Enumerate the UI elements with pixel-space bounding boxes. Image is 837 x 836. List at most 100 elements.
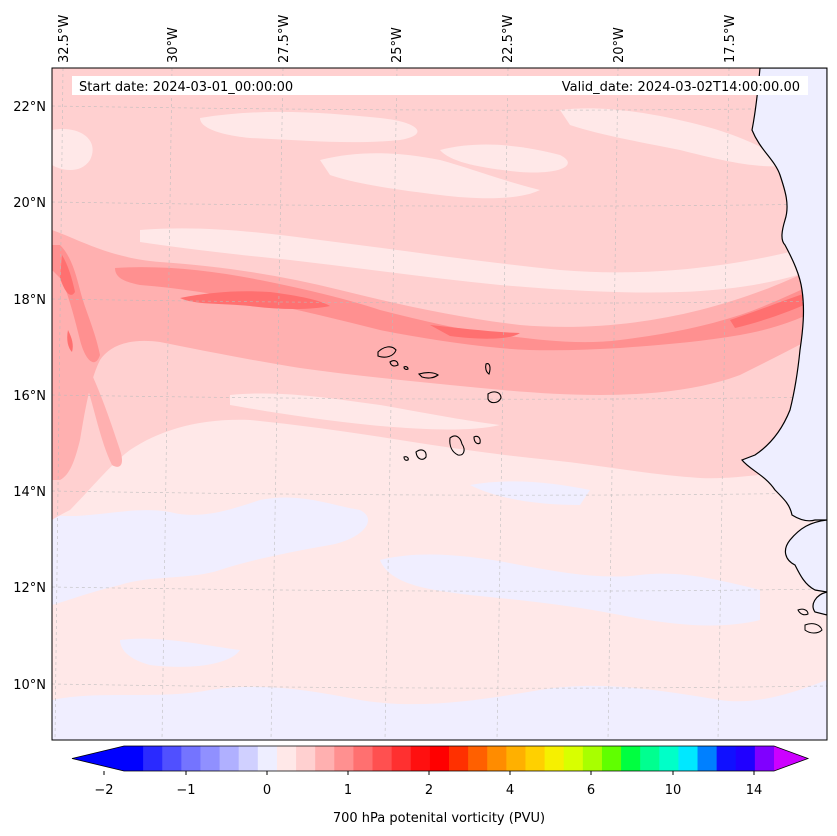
lat-label: 20°N: [13, 196, 46, 211]
island-small: [797, 608, 809, 616]
africa-land: [812, 591, 827, 616]
pv-low-patch: [380, 554, 760, 626]
date-info-box: [72, 76, 808, 95]
lon-label: 32.5°W: [57, 15, 72, 63]
colorbar-segment: [315, 746, 335, 771]
colorbar-tick-label: −2: [94, 783, 113, 798]
colorbar-segment: [735, 746, 756, 771]
colorbar-segment: [525, 746, 546, 771]
colorbar-segment: [582, 746, 603, 771]
colorbar-segment: [162, 746, 182, 771]
colorbar-segment: [544, 746, 565, 771]
start-date-label: Start date: 2024-03-01_00:00:00: [79, 80, 293, 95]
island-fogo: [415, 449, 427, 460]
colorbar-extend-low: [72, 746, 124, 771]
island-maio: [473, 435, 481, 445]
colorbar-segment: [429, 746, 450, 771]
colorbar-tick-label: 0: [263, 783, 271, 798]
island-sao-vicente: [389, 360, 399, 367]
colorbar-segment: [372, 746, 393, 771]
valid-date-label: Valid_date: 2024-03-02T14:00:00.00: [562, 80, 800, 95]
colorbar-segment: [697, 746, 718, 771]
lon-label: 22.5°W: [501, 15, 516, 63]
pv-filament: [85, 360, 123, 467]
lon-label: 17.5°W: [723, 15, 738, 63]
colorbar-segment: [659, 746, 679, 771]
colorbar-segment: [410, 746, 431, 771]
colorbar-segment: [257, 746, 278, 771]
colorbar-segment: [143, 746, 163, 771]
island-boa-vista: [487, 391, 502, 404]
graticule: [52, 68, 827, 740]
colorbar: [71, 745, 810, 775]
colorbar-segment: [219, 746, 240, 771]
lat-label: 10°N: [13, 678, 46, 693]
africa-land: [741, 68, 827, 522]
lat-label: 22°N: [13, 100, 46, 115]
africa-land: [784, 519, 827, 593]
pv-streak: [320, 153, 540, 199]
map-frame: [51, 67, 828, 741]
colorbar-tick-label: 6: [587, 783, 595, 798]
pv-core: [180, 291, 330, 309]
colorbar-segment: [487, 746, 507, 771]
pv-streak: [140, 228, 827, 293]
pv-low-patch: [120, 638, 240, 667]
lon-label: 25°W: [390, 27, 405, 63]
lat-label: 14°N: [13, 485, 46, 500]
colorbar-extend-high: [774, 746, 808, 771]
island-santa-luzia: [403, 366, 409, 370]
lat-label: 16°N: [13, 389, 46, 404]
colorbar-tick-label: 2: [425, 783, 433, 798]
colorbar-segment: [296, 746, 316, 771]
colorbar-outline: [71, 745, 810, 772]
lon-label: 30°W: [166, 27, 181, 63]
colorbar-segment: [640, 746, 660, 771]
colorbar-segment: [181, 746, 201, 771]
colorbar-segment: [391, 746, 412, 771]
colorbar-tick-label: 4: [506, 783, 514, 798]
colorbar-segment: [200, 746, 221, 771]
lon-label: 27.5°W: [277, 15, 292, 63]
island-sal: [485, 363, 491, 375]
colorbar-segment: [506, 746, 526, 771]
pv-core: [730, 290, 815, 328]
latitude-labels: 22°N 20°N 18°N 16°N 14°N 12°N 10°N: [13, 100, 46, 693]
island-small: [804, 623, 823, 634]
pv-streak: [200, 111, 418, 143]
colorbar-tick-label: 10: [665, 783, 682, 798]
pv-core: [60, 255, 75, 295]
pv-low-patch: [470, 481, 590, 505]
colorbar-segment: [276, 746, 297, 771]
colorbar-title: 700 hPa potenital vorticity (PVU): [333, 811, 545, 826]
lat-label: 12°N: [13, 581, 46, 596]
lat-label: 18°N: [13, 293, 46, 308]
colorbar-segment: [754, 746, 775, 771]
map-panel: [52, 68, 827, 740]
colorbar-segment: [468, 746, 488, 771]
colorbar-segment: [716, 746, 737, 771]
colorbar-segment: [334, 746, 354, 771]
pv-filament: [52, 430, 75, 480]
colorbar-segment: [601, 746, 622, 771]
island-santiago: [449, 435, 465, 456]
lon-label: 20°W: [612, 27, 627, 63]
colorbar-tick-label: 14: [746, 783, 763, 798]
cape-verde-islands: [377, 346, 502, 461]
longitude-labels: 32.5°W 30°W 27.5°W 25°W 22.5°W 20°W 17.5…: [57, 15, 738, 63]
colorbar-segment: [353, 746, 374, 771]
island-santo-antao: [377, 346, 397, 358]
pv-streak: [440, 144, 568, 173]
colorbar-segment: [124, 746, 144, 771]
colorbar-segment: [678, 746, 699, 771]
colorbar-segment: [621, 746, 641, 771]
colorbar-segment: [238, 746, 259, 771]
pv-band-strong: [115, 267, 827, 351]
colorbar-segment: [563, 746, 584, 771]
pv-core: [430, 325, 520, 339]
colorbar-tick-label: −1: [176, 783, 195, 798]
island-sao-nicolau: [417, 372, 439, 379]
pv-low-patch: [52, 680, 827, 740]
colorbar-tick-label: 1: [344, 783, 352, 798]
